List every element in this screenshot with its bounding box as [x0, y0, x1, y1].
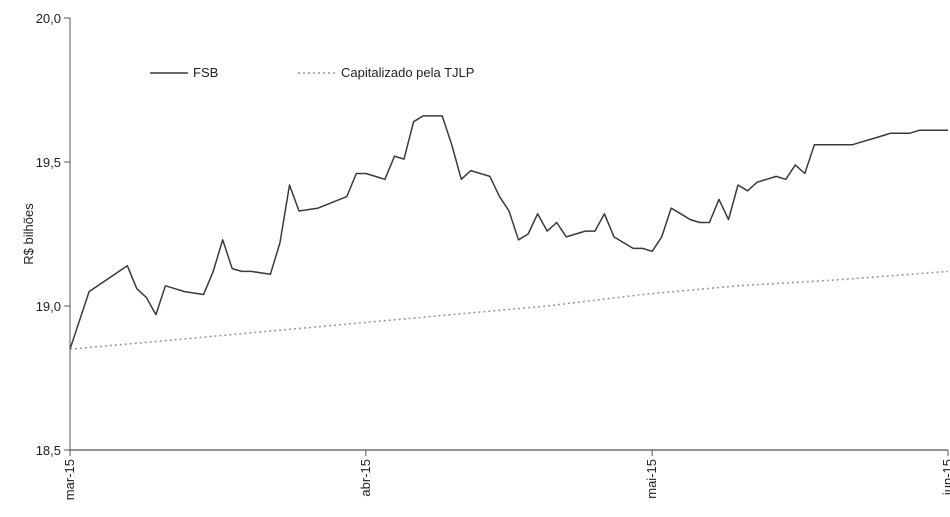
legend: FSB Capitalizado pela TJLP: [150, 65, 474, 80]
y-tick-label: 19,5: [36, 155, 61, 170]
x-tick-label: jun-15: [940, 459, 950, 496]
plot-area: 18,5 19,0 19,5 20,0 mar-15 abr-15 mai-15 jun-15: [36, 11, 950, 500]
legend-tjlp-label: Capitalizado pela TJLP: [341, 65, 474, 80]
y-tick-label: 19,0: [36, 299, 61, 314]
x-tick-label: mai-15: [644, 459, 659, 499]
x-tick-label: abr-15: [358, 459, 373, 497]
y-tick-label: 20,0: [36, 11, 61, 26]
y-axis-title: R$ bilhões: [21, 203, 36, 265]
y-tick-label: 18,5: [36, 443, 61, 458]
x-tick-label: mar-15: [62, 459, 77, 500]
legend-fsb-label: FSB: [193, 65, 218, 80]
series-fsb-line: [69, 115, 948, 350]
series-tjlp-line: [69, 270, 949, 350]
